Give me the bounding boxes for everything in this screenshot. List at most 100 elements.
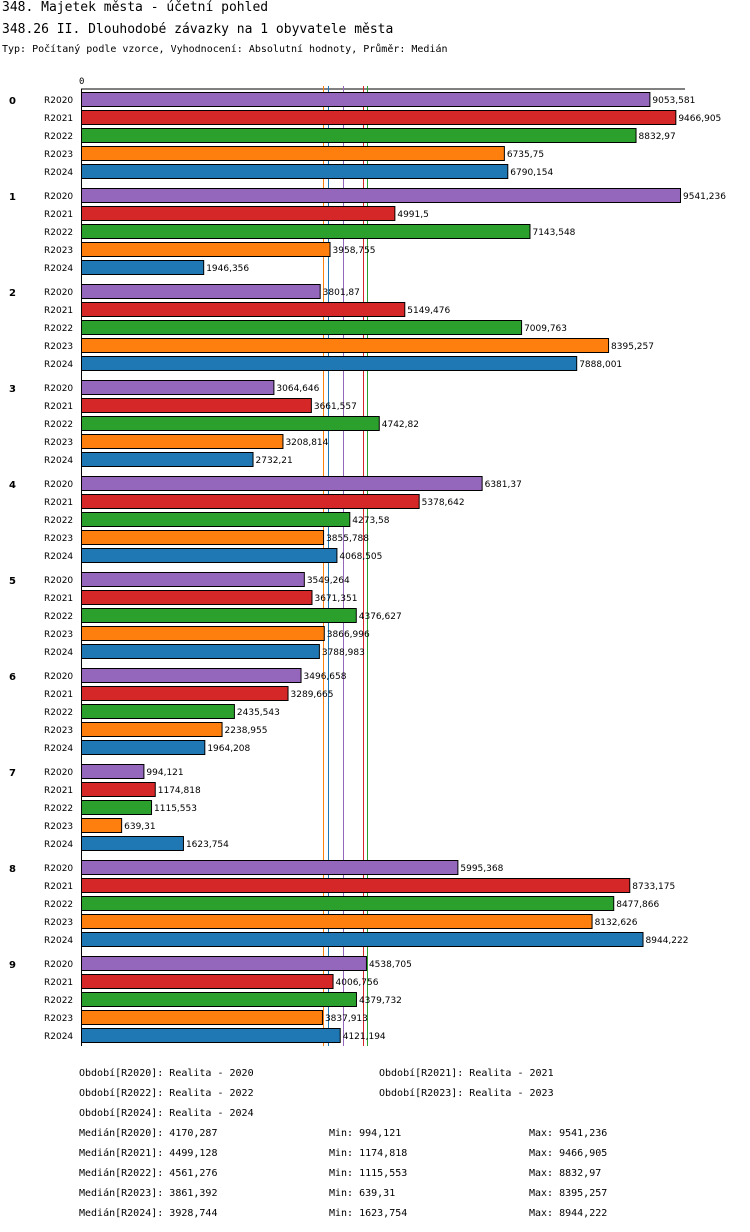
series-label: R2022 (44, 612, 73, 622)
series-label: R2023 (44, 918, 73, 928)
series-label: R2024 (44, 744, 73, 754)
series-label: R2024 (44, 936, 73, 946)
series-label: R2022 (44, 324, 73, 334)
series-label: R2023 (44, 630, 73, 640)
data-label: 5995,368 (460, 864, 503, 874)
bar (81, 512, 351, 527)
axis-zero-label: 0 (79, 77, 84, 87)
series-label: R2021 (44, 114, 73, 124)
stat-min-r2023: Min: 639,31 (329, 1188, 396, 1199)
data-label: 1623,754 (186, 840, 229, 850)
bar (81, 572, 305, 587)
bar (81, 740, 206, 755)
data-label: 6381,37 (485, 480, 522, 490)
stat-median-r2021: Medián[R2021]: 4499,128 (79, 1148, 218, 1159)
series-label: R2021 (44, 498, 73, 508)
bar (81, 668, 302, 683)
bar (81, 1010, 323, 1025)
data-label: 4273,58 (352, 516, 389, 526)
series-label: R2021 (44, 882, 73, 892)
data-label: 4068,505 (339, 552, 382, 562)
series-label: R2023 (44, 822, 73, 832)
bar (81, 398, 312, 413)
data-label: 2732,21 (256, 456, 293, 466)
bar (81, 476, 483, 491)
page-title: 348. Majetek města - účetní pohled (2, 0, 269, 15)
data-label: 1964,208 (207, 744, 250, 754)
series-label: R2024 (44, 168, 73, 178)
data-label: 8944,222 (646, 936, 689, 946)
bar (81, 608, 357, 623)
legend-period-r2020: Období[R2020]: Realita - 2020 (79, 1068, 254, 1079)
data-label: 1174,818 (158, 786, 201, 796)
bar (81, 722, 223, 737)
data-label: 4538,705 (369, 960, 412, 970)
series-label: R2022 (44, 708, 73, 718)
bar (81, 260, 205, 275)
data-label: 5149,476 (407, 306, 450, 316)
bar (81, 110, 677, 125)
data-label: 4379,732 (359, 996, 402, 1006)
bar (81, 338, 610, 353)
stat-median-r2020: Medián[R2020]: 4170,287 (79, 1128, 218, 1139)
data-label: 3788,983 (322, 648, 365, 658)
data-label: 3801,87 (323, 288, 360, 298)
series-label: R2022 (44, 516, 73, 526)
bar (81, 530, 325, 545)
bar (81, 764, 145, 779)
category-label: 2 (9, 288, 16, 299)
legend-period-r2021: Období[R2021]: Realita - 2021 (379, 1068, 554, 1079)
series-label: R2020 (44, 576, 73, 586)
series-label: R2023 (44, 438, 73, 448)
series-label: R2020 (44, 768, 73, 778)
data-label: 4006,756 (336, 978, 379, 988)
series-label: R2021 (44, 690, 73, 700)
stat-max-r2024: Max: 8944,222 (529, 1208, 608, 1219)
category-label: 5 (9, 576, 16, 587)
legend-period-r2022: Období[R2022]: Realita - 2022 (79, 1088, 254, 1099)
bar (81, 452, 254, 467)
series-label: R2020 (44, 960, 73, 970)
series-label: R2023 (44, 534, 73, 544)
bar (81, 128, 637, 143)
series-label: R2023 (44, 150, 73, 160)
bar (81, 836, 184, 851)
data-label: 8395,257 (611, 342, 654, 352)
category-label: 3 (9, 384, 16, 395)
bar (81, 914, 593, 929)
data-label: 3208,814 (285, 438, 328, 448)
series-label: R2020 (44, 96, 73, 106)
data-label: 7009,763 (524, 324, 567, 334)
series-label: R2020 (44, 192, 73, 202)
data-label: 3661,557 (314, 402, 357, 412)
bar (81, 896, 615, 911)
data-label: 6735,75 (507, 150, 544, 160)
data-label: 3289,665 (291, 690, 334, 700)
data-label: 8733,175 (632, 882, 675, 892)
series-label: R2023 (44, 342, 73, 352)
legend-period-r2023: Období[R2023]: Realita - 2023 (379, 1088, 554, 1099)
data-label: 9053,581 (652, 96, 695, 106)
bar (81, 992, 357, 1007)
data-label: 8132,626 (595, 918, 638, 928)
bar (81, 860, 459, 875)
series-label: R2021 (44, 210, 73, 220)
bar (81, 956, 367, 971)
bar (81, 164, 509, 179)
series-label: R2024 (44, 552, 73, 562)
data-label: 3837,913 (325, 1014, 368, 1024)
series-label: R2020 (44, 288, 73, 298)
stat-min-r2020: Min: 994,121 (329, 1128, 402, 1139)
series-label: R2023 (44, 726, 73, 736)
data-label: 6790,154 (510, 168, 553, 178)
category-label: 1 (9, 192, 16, 203)
category-label: 6 (9, 672, 16, 683)
stat-min-r2022: Min: 1115,553 (329, 1168, 408, 1179)
data-label: 4376,627 (359, 612, 402, 622)
data-label: 9541,236 (683, 192, 726, 202)
data-label: 1115,553 (154, 804, 197, 814)
series-label: R2021 (44, 594, 73, 604)
stat-max-r2023: Max: 8395,257 (529, 1188, 608, 1199)
stat-min-r2021: Min: 1174,818 (329, 1148, 408, 1159)
bar (81, 356, 578, 371)
